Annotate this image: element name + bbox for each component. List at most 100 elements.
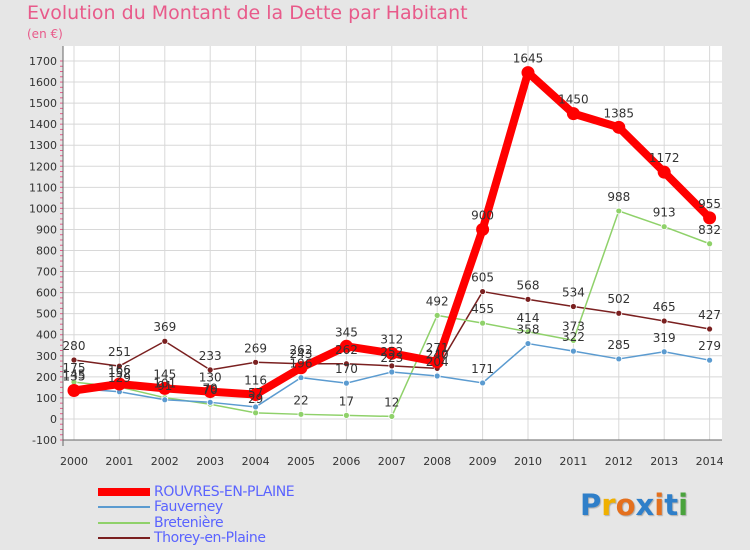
data-label: 240: [426, 347, 449, 361]
y-tick-label: 100: [36, 392, 57, 405]
data-label: 145: [153, 367, 176, 381]
legend-label-thorey: Thorey-en-Plaine: [154, 530, 266, 547]
data-label: 196: [290, 357, 313, 371]
data-label: 955: [698, 197, 721, 211]
legend-label-fauverney: Fauverney: [154, 499, 223, 516]
data-label: 322: [562, 330, 585, 344]
data-label: 22: [293, 393, 308, 407]
data-label: 312: [380, 332, 403, 346]
data-label: 1172: [649, 151, 680, 165]
data-point: [112, 377, 126, 391]
data-label: 204: [426, 355, 449, 369]
data-point: [339, 339, 353, 353]
logo-letter: x: [635, 488, 655, 522]
data-label: 152: [108, 366, 131, 380]
data-label: 223: [380, 351, 403, 365]
logo-letter: i: [678, 488, 689, 522]
data-point: [524, 340, 532, 347]
x-tick-label: 2013: [650, 455, 678, 468]
data-point: [158, 381, 172, 395]
data-label: 130: [199, 371, 222, 385]
data-label: 465: [653, 300, 676, 314]
data-point: [161, 396, 169, 404]
data-point: [706, 356, 713, 364]
data-point: [430, 355, 444, 369]
data-point: [657, 165, 671, 179]
data-label: 502: [607, 292, 630, 306]
x-tick-label: 2005: [287, 455, 315, 468]
x-tick-label: 2003: [196, 455, 224, 468]
data-point: [252, 358, 260, 366]
data-point: [615, 355, 623, 363]
data-label: 568: [517, 278, 540, 292]
x-tick-label: 2009: [469, 455, 497, 468]
data-label: 832: [698, 223, 721, 237]
data-label: 280: [63, 339, 86, 353]
data-label: 251: [108, 345, 131, 359]
x-tick-label: 2012: [605, 455, 633, 468]
legend-swatch-rouvres: [98, 487, 150, 496]
data-label: 455: [471, 302, 494, 316]
data-label: 57: [248, 386, 263, 400]
data-point: [524, 328, 532, 336]
data-label: 170: [335, 362, 358, 376]
data-label: 279: [698, 339, 721, 353]
x-tick-label: 2010: [514, 455, 542, 468]
x-tick-label: 2001: [105, 455, 133, 468]
data-point: [342, 360, 350, 368]
data-point: [342, 411, 350, 419]
x-tick-label: 2007: [378, 455, 406, 468]
x-tick-label: 2011: [559, 455, 587, 468]
legend-item-rouvres: ROUVRES-EN-PLAINE: [98, 483, 295, 500]
data-point: [249, 388, 263, 402]
data-point: [385, 346, 399, 360]
y-tick-label: 500: [36, 308, 57, 321]
data-point: [660, 223, 668, 231]
y-tick-label: 600: [36, 287, 57, 300]
data-label: 262: [290, 343, 313, 357]
data-label: 145: [63, 367, 86, 381]
data-label: 285: [607, 338, 630, 352]
y-tick-label: 900: [36, 223, 57, 236]
data-label: 1450: [558, 93, 589, 107]
data-point: [570, 337, 577, 344]
data-label: 345: [335, 325, 358, 339]
data-label: 17: [339, 394, 354, 408]
data-point: [660, 317, 668, 325]
data-label: 101: [153, 377, 176, 391]
data-label: 900: [471, 208, 494, 222]
data-point: [703, 211, 717, 225]
data-label: 534: [562, 286, 585, 300]
data-point: [388, 368, 396, 376]
legend-label-rouvres: ROUVRES-EN-PLAINE: [154, 483, 295, 500]
data-point: [388, 413, 396, 420]
legend: ROUVRES-EN-PLAINE Fauverney Bretenière T…: [98, 483, 295, 547]
y-tick-label: 800: [36, 245, 57, 258]
data-label: 369: [153, 320, 176, 334]
data-label: 252: [380, 345, 403, 359]
logo-letter: r: [601, 488, 616, 522]
data-point: [476, 222, 490, 236]
data-label: 414: [517, 311, 540, 325]
data-point: [116, 362, 123, 370]
legend-item-thorey: Thorey-en-Plaine: [98, 530, 294, 547]
data-point: [524, 295, 532, 303]
y-tick-label: -100: [32, 434, 57, 447]
data-point: [294, 361, 308, 375]
proxiti-logo: Proxiti: [580, 488, 688, 522]
data-point: [566, 107, 580, 121]
data-label: 233: [199, 349, 222, 363]
data-point: [206, 398, 214, 406]
data-label: 1385: [604, 106, 635, 120]
legend-swatch-fauverney: [98, 506, 150, 509]
logo-letter: i: [654, 488, 665, 522]
data-point: [612, 120, 626, 134]
y-tick-label: 1300: [29, 139, 57, 152]
x-tick-label: 2014: [696, 455, 724, 468]
data-point: [479, 319, 487, 327]
x-tick-label: 2000: [60, 455, 88, 468]
data-point: [615, 207, 623, 215]
data-label: 166: [108, 363, 131, 377]
chart-subtitle: (en €): [27, 27, 63, 41]
